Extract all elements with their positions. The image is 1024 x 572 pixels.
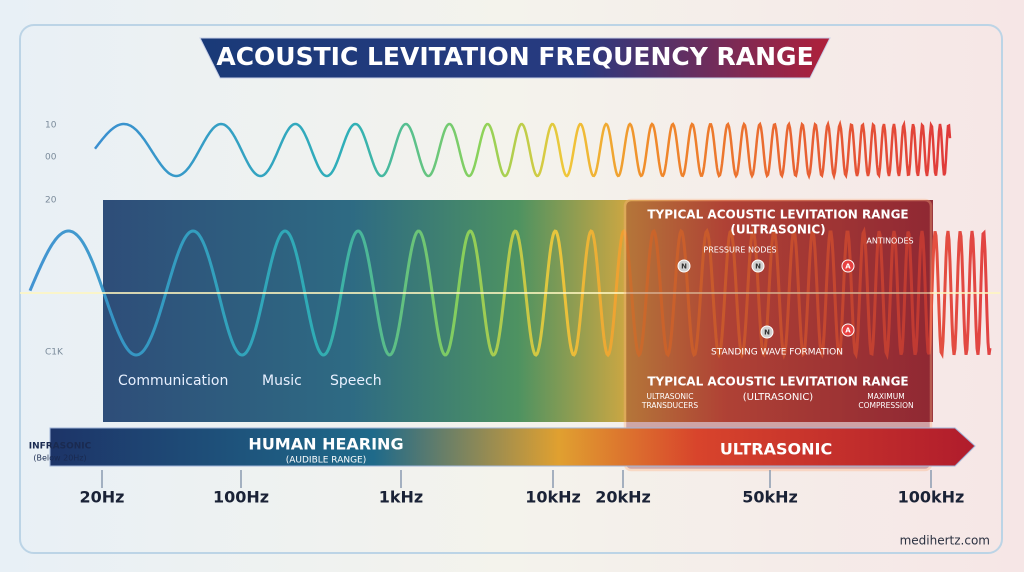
antinodes: ANTINODES (866, 237, 913, 246)
transducers: ULTRASONIC TRANSDUCERS (641, 392, 699, 410)
standing-wave: STANDING WAVE FORMATION (711, 348, 843, 358)
side-label: 00 (45, 153, 57, 163)
scale-label: 100Hz (213, 488, 269, 507)
frame (19, 24, 1003, 554)
node-label: A (845, 263, 851, 271)
levitation-footer-sub: (ULTRASONIC) (743, 392, 814, 403)
side-label: 20 (45, 196, 57, 206)
side-label: 10 (45, 121, 57, 131)
node-marker (841, 323, 855, 337)
human-hearing: HUMAN HEARING (248, 435, 403, 454)
panel-label: Communication (118, 373, 228, 389)
ultrasonic: ULTRASONIC (720, 440, 832, 459)
compression-box: MAXIMUM COMPRESSION (858, 392, 914, 410)
range-bar (49, 427, 976, 467)
node-marker (841, 259, 855, 273)
levitation-box (623, 198, 933, 472)
panel-label: Speech (330, 373, 382, 389)
infrasonic: INFRASONIC (29, 442, 92, 452)
scale-label: 20Hz (80, 488, 125, 507)
scale-label: 50kHz (742, 488, 798, 507)
spectrum-wave (28, 226, 992, 361)
infrasonic-sub: (Below 20Hz) (33, 454, 86, 463)
node-label: N (764, 329, 770, 337)
human-hearing-sub: (AUDIBLE RANGE) (286, 456, 367, 466)
frequency-wave (94, 119, 952, 181)
scale-label: 1kHz (379, 488, 423, 507)
node-marker (751, 259, 765, 273)
side-label: C1K (45, 348, 64, 358)
scale-label: 20kHz (595, 488, 651, 507)
node-label: N (755, 263, 761, 271)
scale-label: 100kHz (898, 488, 965, 507)
levitation-footer-title: TYPICAL ACOUSTIC LEVITATION RANGE (647, 375, 908, 389)
pressure-nodes: PRESSURE NODES (703, 246, 776, 255)
panel-label: Music (262, 373, 302, 389)
node-marker (760, 325, 774, 339)
compression: MAXIMUM COMPRESSION (858, 392, 914, 410)
node-label: A (845, 327, 851, 335)
title-banner (199, 37, 831, 79)
title: ACOUSTIC LEVITATION FREQUENCY RANGE (216, 42, 813, 71)
node-marker (677, 259, 691, 273)
levitation-heading: TYPICAL ACOUSTIC LEVITATION RANGE (647, 208, 908, 222)
transducers-box: ULTRASONIC TRANSDUCERS (641, 392, 699, 410)
levitation-heading-sub: (ULTRASONIC) (730, 223, 825, 237)
site: medihertz.com (900, 534, 990, 548)
node-label: N (681, 263, 687, 271)
scale-label: 10kHz (525, 488, 581, 507)
